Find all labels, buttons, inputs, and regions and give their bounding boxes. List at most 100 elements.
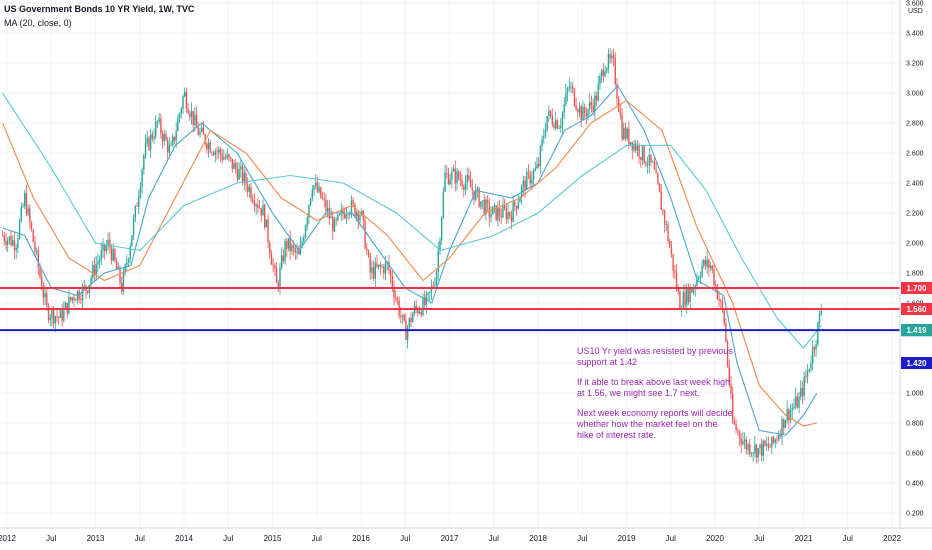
candle-body [623,127,625,140]
candle-body [638,145,640,158]
candle-body [583,106,586,114]
candle-body [86,290,89,293]
horizontal-lines[interactable]: 1.700 1.560 1.419 [0,282,932,337]
moving-averages [2,84,822,436]
x-axis[interactable]: 2012 Jul 2013 Jul 2014 Jul 2015 Jul 2016 Jul 2017 J… [0,527,932,543]
candle-body [811,347,814,364]
candle-body [12,240,14,246]
x-tick-label: Jul [489,534,499,543]
candle-body [158,118,160,122]
candle-body [798,396,800,408]
candle-body [796,396,799,408]
candle-body [696,279,698,287]
candle-body [466,175,468,183]
candle-body [412,314,414,323]
candle-body [645,162,647,166]
candle-body [420,311,422,315]
candle-body [253,201,256,207]
candle-body [25,193,28,215]
candle-body [24,193,26,206]
x-tick-label: Jul [223,534,233,543]
candle-body [272,264,274,266]
candle-body [468,175,470,180]
candle-body [195,114,198,128]
x-tick-label: 2019 [618,534,636,543]
candle-body [463,186,465,190]
candle-body [435,271,438,285]
candle-body [292,245,295,249]
candle-body [177,118,179,132]
annotation-note-2: If it able to break above last week high… [577,377,731,398]
candle-body [451,171,453,180]
candle-body [330,216,332,219]
x-tick-label: 2013 [87,534,105,543]
candle-body [221,154,223,160]
candle-body [129,246,131,259]
candle-body [575,105,577,110]
candle-body [784,420,787,428]
candle-body [366,248,368,251]
candle-body [461,180,463,187]
candle-body [592,105,594,112]
candle-body [303,237,305,242]
candle-body [624,127,627,139]
candle-body [258,207,261,209]
candle-body [684,292,686,306]
candle-body [464,182,467,190]
candle-body [429,291,431,294]
candle-body [572,86,574,90]
candle-body [788,408,790,421]
price-badge-label: 1.420 [906,359,927,368]
candle-body [393,287,395,298]
candle-body [301,241,303,246]
candle-body [534,168,536,171]
candle-body [560,125,562,129]
candle-body [813,347,816,350]
candle-body [204,134,206,144]
candle-body [269,242,271,255]
candle-body [216,151,218,152]
x-tick-label: 2015 [264,534,282,543]
candle-body [611,55,613,59]
candle-body [771,436,773,448]
candle-body [13,240,16,251]
y-tick-label: 2.600 [906,151,924,158]
candle-body [619,111,622,116]
candle-body [298,251,300,255]
candle-body [313,185,315,191]
candle-body [209,142,211,153]
candle-body [185,92,188,109]
candle-body [5,241,7,246]
candle-body [497,208,499,221]
x-tick-label: Jul [46,534,56,543]
candle-body [493,205,496,207]
candle-body [376,262,378,267]
y-tick-label: 2.200 [906,211,924,218]
candle-body [170,144,172,146]
candle-body [709,265,712,268]
candle-body [149,134,152,150]
candle-body [29,208,31,223]
candle-body [207,142,210,150]
candle-body [558,128,560,129]
candle-body [663,211,666,225]
candle-body [818,313,821,323]
price-badge-label: 1.419 [906,326,927,335]
candle-body [490,214,492,218]
candle-body [229,157,232,159]
candle-body [190,111,193,117]
candle-body [646,165,649,166]
price-badges: 1.560 1.419 1.420 [901,303,932,369]
candle-body [498,208,501,216]
y-axis[interactable]: 3.600 3.400 3.200 3.000 2.800 2.600 2.400 2.200… [899,0,924,528]
candle-body [105,246,108,251]
candle-body [143,155,145,170]
candle-body [274,265,276,269]
candle-body [315,182,317,186]
candle-body [110,247,113,261]
candle-body [759,444,761,449]
x-tick-label: 2012 [0,534,16,543]
x-tick-label: Jul [754,534,764,543]
candle-body [117,267,120,270]
